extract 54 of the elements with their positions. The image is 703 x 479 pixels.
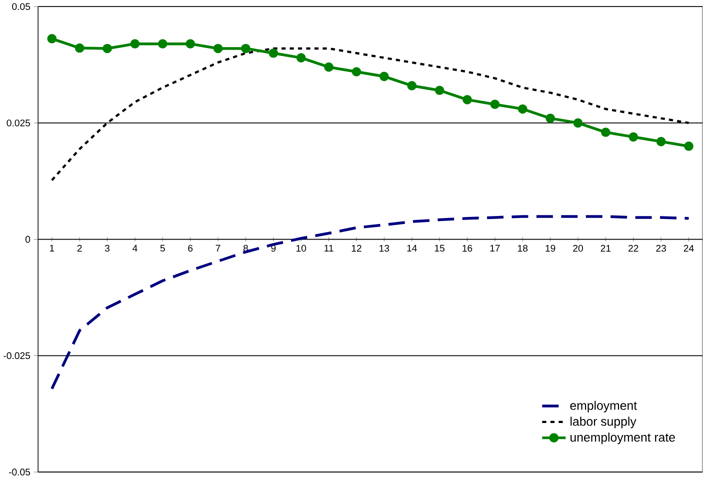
x-tick-label: 21 [600,245,611,252]
point [352,67,362,77]
point [130,39,140,49]
x-tick-label: 24 [684,245,694,252]
x-tick-label: 15 [434,245,444,252]
x-tick-label: 20 [573,245,583,252]
x-tick-label: 11 [324,245,334,252]
x-tick-label: 16 [462,245,472,252]
y-tick-label: 0 [25,236,30,243]
y-tick-label: 0.05 [12,3,30,10]
x-tick-label: 3 [104,245,110,252]
point [186,39,196,49]
point [380,72,389,82]
legend-label: employment [570,401,637,413]
point [546,114,555,124]
point [573,118,583,128]
point [47,34,57,44]
x-tick-label: 18 [518,245,528,252]
x-tick-label: 7 [216,245,220,252]
legend-label: unemployment rate [570,432,675,444]
point [407,81,417,91]
x-tick-label: 13 [380,245,390,252]
point [462,95,472,105]
point [213,44,223,54]
x-tick-label: 17 [490,245,500,252]
x-tick-label: 6 [188,245,193,252]
x-tick-label: 2 [77,245,82,252]
x-tick-label: 14 [407,245,417,252]
x-tick-label: 1 [50,245,54,252]
point [268,48,278,58]
point [656,137,666,146]
y-tick-label: -0.05 [8,468,30,476]
x-tick-label: 4 [132,245,138,252]
point [490,100,500,110]
point [324,62,334,72]
x-tick-label: 22 [628,245,638,252]
point [241,44,250,54]
point [296,53,306,63]
legend-label: labor supply [570,416,636,428]
point [74,44,84,53]
point [434,86,444,96]
point [628,132,638,142]
point [102,44,112,54]
x-tick-label: 23 [656,245,666,252]
point [684,142,694,152]
x-tick-label: 10 [296,245,306,252]
y-tick-label: -0.025 [4,352,30,360]
x-tick-label: 12 [352,245,362,252]
point [158,39,168,49]
y-tick-label: 0.025 [6,120,30,127]
point [601,128,610,138]
x-tick-label: 5 [160,245,165,252]
x-tick-label: 19 [546,245,556,252]
point [518,104,528,114]
